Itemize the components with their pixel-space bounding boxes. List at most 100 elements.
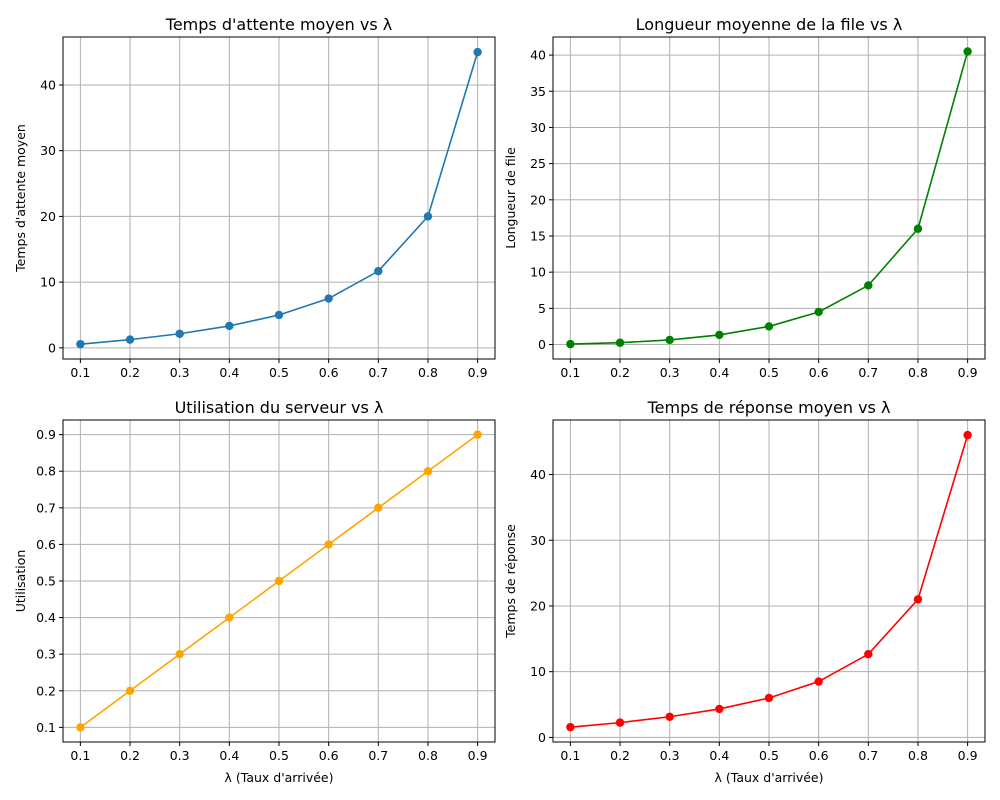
data-point [473,47,482,57]
data-point [764,693,774,703]
subplot-3: 0.1 0.2 0.3 0.4 0.5 0.6 0.7 0.8 0.9 0.1 0.2 0.3 0.4 0… [13,398,496,785]
x-tick-label: 0.5 [759,748,779,763]
y-tick-label: 5 [538,301,546,316]
data-point [423,212,433,221]
y-tick-label: 35 [530,84,546,99]
y-tick-label: 10 [530,664,546,679]
data-point [225,321,234,331]
x-tick-label: 0.7 [368,365,388,380]
x-tick-label: 0.4 [709,748,729,763]
y-tick-label: 0 [538,337,546,352]
subplot-2: 0.1 0.2 0.3 0.4 0.5 0.6 0.7 0.8 0.9 0 5 10 15 20 25 30 3… [503,15,986,380]
y-tick-label: 40 [530,48,546,63]
data-point [175,649,184,659]
x-axis-label: λ (Taux d'arrivée) [715,770,824,785]
x-tick-label: 0.5 [269,748,289,763]
data-point [566,722,575,732]
y-axis-label: Utilisation [13,550,28,613]
y-tick-label: 10 [530,265,546,280]
y-tick-label: 0.9 [36,427,56,442]
x-tick-label: 0.2 [610,748,630,763]
x-axis-label: λ (Taux d'arrivée) [225,770,334,785]
y-tick-label: 20 [530,192,546,207]
y-tick-label: 0 [538,730,546,745]
y-tick-label: 30 [40,143,56,158]
data-point [715,330,724,340]
data-point [764,322,774,331]
x-tick-label: 0.2 [610,365,630,380]
y-tick-label: 20 [530,598,546,613]
y-tick-label: 0.7 [36,500,56,515]
y-tick-label: 0.5 [36,574,56,589]
plot-frame [552,36,986,360]
y-tick-label: 15 [530,228,546,243]
y-tick-label: 25 [530,156,546,171]
x-tick-label: 0.6 [319,748,339,763]
y-tick-label: 0 [48,340,56,355]
data-point [374,503,383,513]
x-tick-label: 0.3 [170,365,190,380]
x-tick-label: 0.1 [560,365,580,380]
plot-frame [62,419,496,743]
data-point [374,266,383,276]
x-tick-label: 0.8 [418,748,438,763]
data-point [423,467,433,476]
data-point [864,649,873,659]
x-tick-label: 0.4 [219,365,239,380]
y-tick-label: 30 [530,120,546,135]
x-tick-label: 0.6 [809,365,829,380]
data-point [665,335,674,345]
x-tick-label: 0.6 [319,365,339,380]
y-axis-label: Longueur de file [503,147,518,249]
data-point [566,339,575,349]
chart-title: Temps de réponse moyen vs λ [647,398,891,417]
x-tick-label: 0.7 [368,748,388,763]
data-point [324,540,333,549]
x-tick-label: 0.1 [70,748,90,763]
x-tick-label: 0.8 [908,365,928,380]
x-tick-label: 0.2 [120,365,140,380]
y-tick-label: 0.2 [36,683,56,698]
data-point [814,307,823,317]
data-point [125,686,135,695]
data-point [963,47,972,56]
data-point [324,294,333,303]
subplot-1: 0.1 0.2 0.3 0.4 0.5 0.6 0.7 0.8 0.9 0 10 20 30 40 Temp… [13,15,496,380]
x-tick-label: 0.2 [120,748,140,763]
x-tick-label: 0.7 [858,365,878,380]
plot-frame [552,419,986,743]
data-point [125,335,135,344]
x-tick-label: 0.7 [858,748,878,763]
data-point [615,718,625,727]
y-tick-label: 0.3 [36,647,56,662]
x-tick-label: 0.3 [660,365,680,380]
data-point [175,329,184,338]
y-tick-label: 0.1 [36,720,56,735]
y-tick-label: 40 [40,77,56,92]
chart-title: Utilisation du serveur vs λ [175,398,384,417]
data-point [814,677,823,686]
x-tick-label: 0.9 [958,365,978,380]
x-tick-label: 0.3 [660,748,680,763]
data-point [225,613,234,622]
data-point [913,224,923,233]
y-tick-label: 20 [40,209,56,224]
data-point [665,712,674,721]
x-tick-label: 0.4 [219,748,239,763]
y-axis-label: Temps de réponse [503,524,518,639]
x-tick-label: 0.9 [958,748,978,763]
data-point [274,310,284,320]
x-tick-label: 0.1 [70,365,90,380]
y-tick-label: 0.4 [36,610,56,625]
data-point [274,576,284,586]
x-tick-label: 0.5 [269,365,289,380]
y-tick-label: 30 [530,533,546,548]
y-axis-label: Temps d'attente moyen [13,124,28,273]
data-point [76,723,85,732]
data-point [963,430,972,440]
data-point [715,704,724,714]
data-point [913,595,923,604]
x-tick-label: 0.8 [908,748,928,763]
y-tick-label: 40 [530,467,546,482]
